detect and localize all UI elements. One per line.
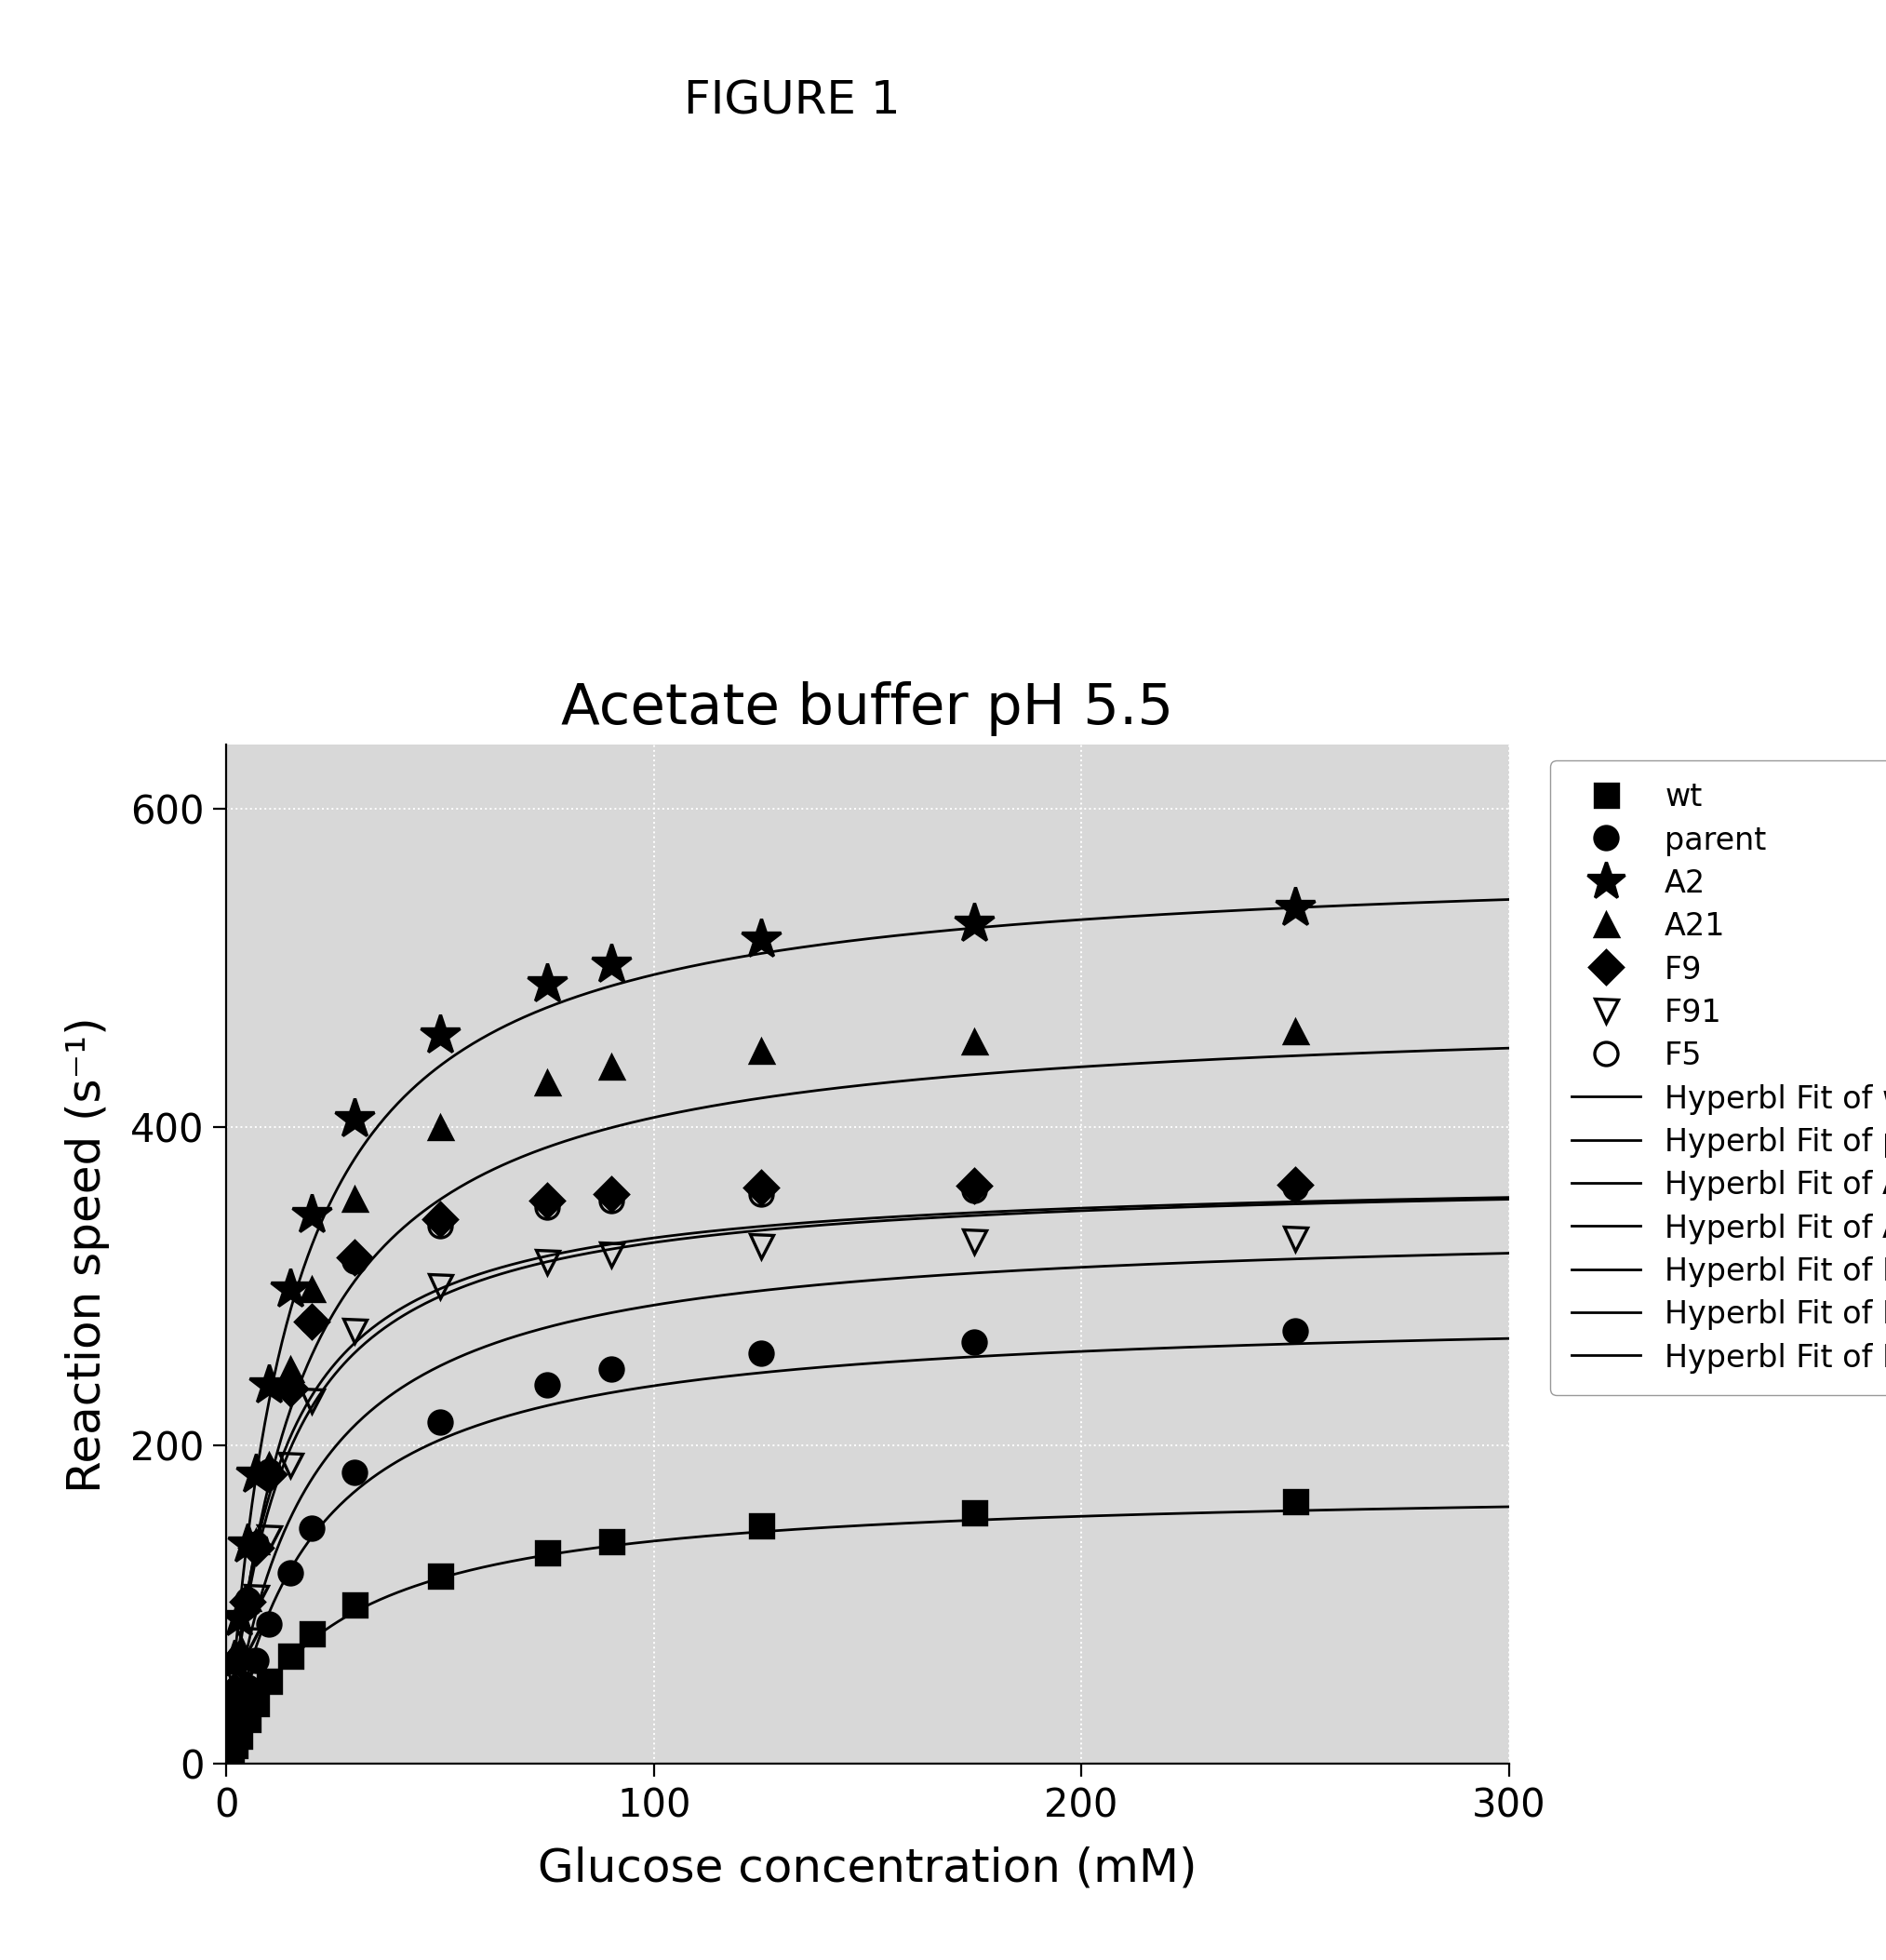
Y-axis label: Reaction speed (s⁻¹): Reaction speed (s⁻¹) xyxy=(64,1017,109,1492)
Title: Acetate buffer pH 5.5: Acetate buffer pH 5.5 xyxy=(562,682,1173,737)
X-axis label: Glucose concentration (mM): Glucose concentration (mM) xyxy=(538,1846,1198,1889)
Legend: wt, parent, A2, A21, F9, F91, F5, Hyperbl Fit of wt, Hyperbl Fit of parent, Hype: wt, parent, A2, A21, F9, F91, F5, Hyperb… xyxy=(1550,760,1886,1396)
Text: FIGURE 1: FIGURE 1 xyxy=(685,78,900,123)
